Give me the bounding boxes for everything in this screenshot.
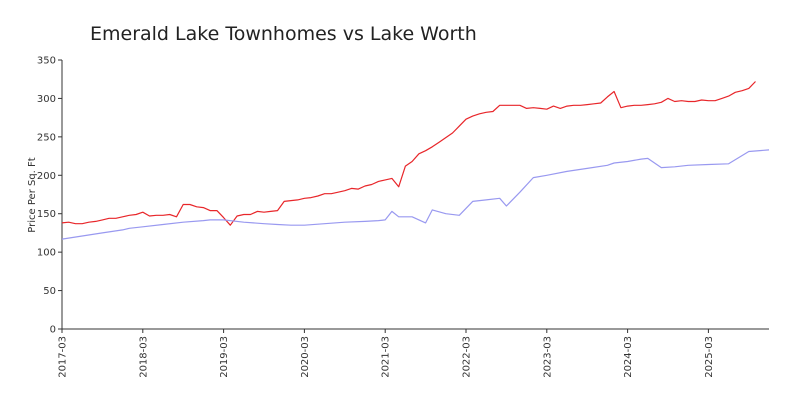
y-tick-label: 300 xyxy=(37,94,56,105)
series-line-1 xyxy=(61,81,756,226)
x-tick-label: 2022-03 xyxy=(462,336,473,378)
y-tick-label: 350 xyxy=(37,56,56,67)
x-tick-label: 2017-03 xyxy=(58,336,69,378)
y-tick-label: 0 xyxy=(50,325,56,336)
series-lines xyxy=(61,81,770,240)
y-ticks: 0 50 100 150 200 250 300 350 xyxy=(37,56,62,336)
y-tick-label: 200 xyxy=(37,171,56,182)
chart-title: Emerald Lake Townhomes vs Lake Worth xyxy=(90,23,477,45)
y-tick-label: 250 xyxy=(37,132,56,143)
y-axis-label: Price Per Sq. Ft xyxy=(27,157,38,232)
y-tick-label: 50 xyxy=(43,286,56,297)
x-ticks: 2017-03 2018-03 2019-03 2020-03 2021-03 2022-… xyxy=(58,329,715,378)
x-tick-label: 2020-03 xyxy=(300,336,311,378)
x-tick-label: 2025-03 xyxy=(704,336,715,378)
x-tick-label: 2023-03 xyxy=(542,336,553,378)
x-tick-label: 2024-03 xyxy=(623,336,634,378)
y-tick-label: 100 xyxy=(37,248,56,259)
x-tick-label: 2018-03 xyxy=(138,336,149,378)
x-tick-label: 2019-03 xyxy=(219,336,230,378)
y-tick-label: 150 xyxy=(37,209,56,220)
x-tick-label: 2021-03 xyxy=(381,336,392,378)
series-line-2 xyxy=(61,149,770,240)
